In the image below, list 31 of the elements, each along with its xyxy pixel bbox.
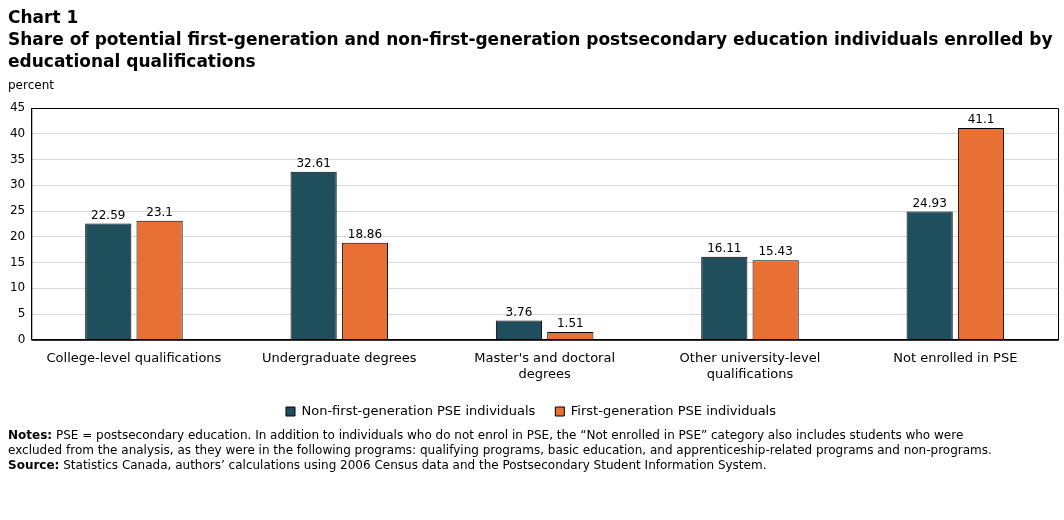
y-tick-label: 30	[9, 177, 26, 192]
legend-label: Non-first-generation PSE individuals	[301, 402, 536, 418]
data-label: 23.1	[146, 204, 173, 219]
y-tick-label: 40	[9, 125, 26, 140]
y-tick-label: 10	[9, 280, 26, 295]
x-tick-label: Undergraduate degrees	[261, 349, 417, 365]
y-tick-label: 5	[17, 306, 26, 321]
y-tick-label: 20	[9, 228, 26, 243]
y-tick-label: 15	[9, 254, 26, 269]
data-label: 15.43	[758, 244, 793, 259]
y-tick-label: 45	[9, 100, 26, 115]
x-tick-label: Master's and doctoral degrees	[474, 349, 616, 381]
x-tick-label: Other university-level qualifications	[679, 349, 821, 381]
y-axis-title: percent	[8, 78, 55, 93]
data-label: 32.61	[296, 155, 331, 170]
chart-title: Chart 1 Share of potential first-generation and non-first-generation postsecondary education individuals enrolled by educational qualifications	[8, 6, 1054, 72]
text: Notes: PSE = postsecondary education. In addition to individuals who do not enrol in PSE, the “Not enrolled in PSE” category also includes students who were excluded from the analysis, as they were in the following programs: qualifying programs, basic education, and apprenticeship-related programs and non-programs.	[8, 428, 993, 458]
data-label: 18.86	[347, 226, 383, 241]
data-label: 41.1	[967, 112, 995, 127]
legend-label: First-generation PSE individuals	[570, 402, 777, 418]
y-tick-label: 35	[9, 151, 26, 166]
x-tick-label: Not enrolled in PSE	[893, 349, 1018, 365]
source-note: Source: Statistics Canada, authors’ calculations using 2006 Census data and the Postsecondary Student Information System.	[8, 458, 768, 473]
y-tick-label: 0	[17, 331, 26, 346]
data-label: 1.51	[556, 316, 584, 331]
y-tick-label: 25	[9, 203, 26, 218]
data-label: 16.11	[707, 240, 742, 255]
data-label: 24.93	[912, 195, 947, 210]
data-label: 3.76	[505, 304, 533, 319]
x-tick-label: College-level qualifications	[46, 349, 222, 365]
data-label: 22.59	[91, 207, 126, 222]
